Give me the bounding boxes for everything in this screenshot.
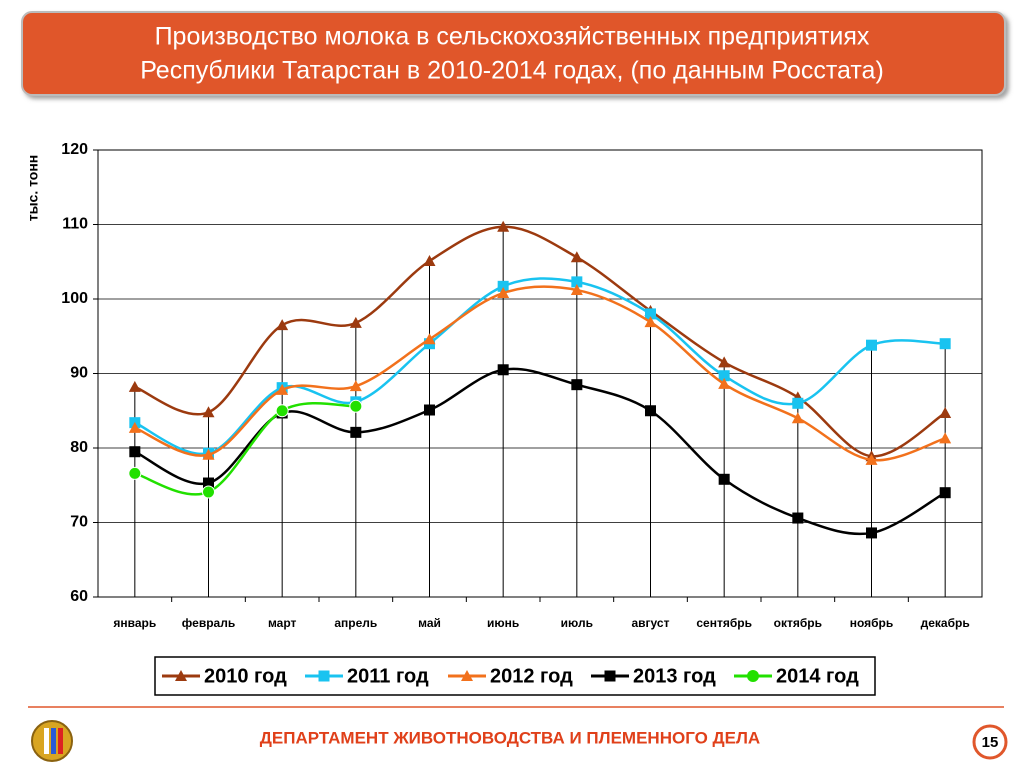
- x-tick-label: август: [632, 616, 670, 630]
- y-tick-label: 110: [62, 216, 88, 233]
- marker: [318, 670, 330, 682]
- marker: [645, 405, 656, 417]
- marker: [129, 446, 141, 458]
- marker: [718, 370, 730, 382]
- legend-label: 2010 год: [204, 665, 287, 687]
- marker: [128, 421, 141, 433]
- x-tick-label: март: [268, 616, 297, 630]
- legend-label: 2014 год: [776, 665, 859, 687]
- title-banner: [21, 11, 1006, 96]
- legend-label: 2012 год: [490, 665, 573, 687]
- marker: [604, 670, 616, 682]
- marker: [571, 276, 583, 288]
- marker: [497, 280, 509, 292]
- marker: [645, 308, 656, 320]
- marker: [497, 287, 510, 299]
- marker: [939, 487, 951, 499]
- marker: [349, 380, 362, 392]
- y-tick-label: 100: [61, 290, 88, 307]
- footer-text: ДЕПАРТАМЕНТ ЖИВОТНОВОДСТВА И ПЛЕМЕННОГО …: [260, 728, 760, 747]
- marker: [718, 473, 730, 485]
- marker: [349, 399, 363, 413]
- marker: [792, 397, 804, 409]
- marker: [276, 319, 289, 331]
- marker: [571, 379, 583, 391]
- y-tick-label: 70: [70, 514, 88, 531]
- x-tick-label: июль: [561, 616, 593, 630]
- marker: [350, 426, 362, 438]
- marker: [349, 316, 362, 328]
- page-number: 15: [982, 734, 999, 751]
- page-badge: [972, 724, 1008, 760]
- y-tick-label: 60: [70, 588, 88, 605]
- marker: [275, 404, 289, 418]
- legend: 2010 год 2011 год 2012 год 2013 год 2014 год: [154, 656, 876, 696]
- marker: [175, 670, 187, 681]
- series-line: [134, 402, 356, 496]
- series-line: [134, 277, 946, 456]
- marker: [128, 466, 142, 480]
- marker: [866, 339, 877, 351]
- y-axis-label: тыс. тонн: [25, 155, 41, 222]
- marker: [570, 284, 583, 296]
- marker: [939, 406, 952, 418]
- marker: [570, 251, 583, 263]
- marker: [747, 670, 759, 682]
- y-tick-label: 90: [70, 365, 88, 382]
- marker: [202, 448, 215, 460]
- x-tick-label: май: [418, 616, 441, 630]
- legend-label: 2011 год: [347, 665, 429, 687]
- marker: [203, 477, 214, 489]
- title: Производство молока в сельскохозяйственн…: [155, 23, 870, 51]
- marker: [424, 404, 435, 416]
- logo: [31, 720, 73, 762]
- series-line: [134, 225, 946, 458]
- marker: [202, 485, 215, 499]
- marker: [461, 670, 473, 681]
- marker: [423, 333, 436, 345]
- x-tick-label: июнь: [487, 616, 519, 630]
- marker: [423, 255, 436, 267]
- title: Республики Татарстан в 2010-2014 годах, …: [140, 57, 884, 85]
- x-tick-label: ноябрь: [850, 616, 894, 630]
- marker: [939, 432, 952, 444]
- x-tick-label: октябрь: [774, 616, 822, 630]
- y-tick-label: 120: [61, 141, 88, 158]
- marker: [497, 220, 510, 232]
- x-tick-label: февраль: [182, 616, 235, 630]
- marker: [128, 380, 141, 392]
- y-tick-label: 80: [70, 439, 88, 456]
- x-tick-label: апрель: [334, 616, 377, 630]
- x-tick-label: сентябрь: [696, 616, 752, 630]
- legend-label: 2013 год: [633, 665, 716, 687]
- x-tick-label: декабрь: [921, 616, 970, 630]
- marker: [718, 377, 731, 389]
- marker: [865, 453, 878, 465]
- marker: [939, 338, 951, 350]
- marker: [497, 364, 509, 376]
- marker: [866, 527, 877, 539]
- marker: [644, 316, 657, 328]
- marker: [276, 383, 289, 395]
- marker: [718, 356, 731, 368]
- marker: [202, 406, 215, 418]
- marker: [792, 512, 804, 524]
- marker: [791, 412, 804, 424]
- x-tick-label: январь: [113, 616, 156, 630]
